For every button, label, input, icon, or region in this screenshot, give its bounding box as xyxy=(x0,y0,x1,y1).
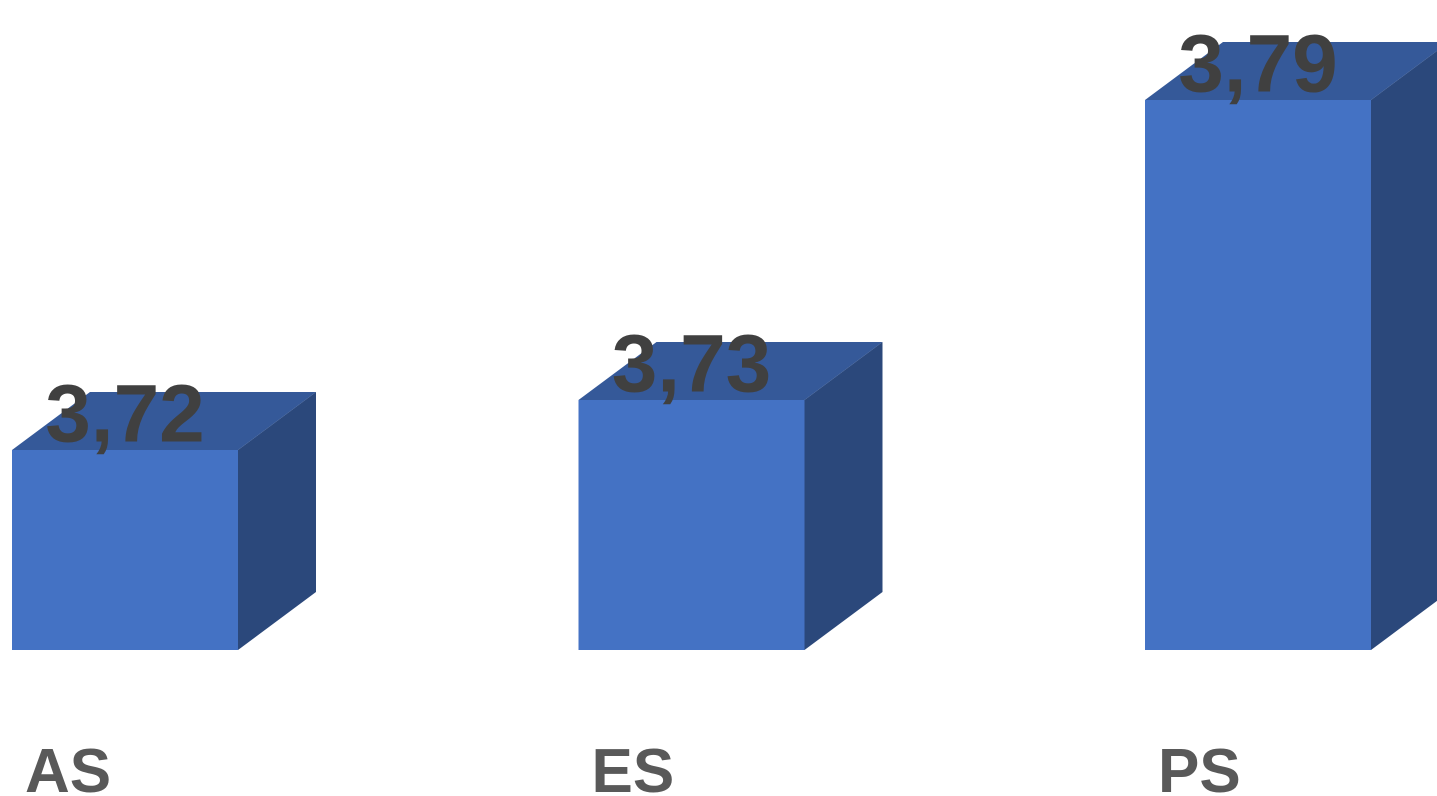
bar xyxy=(578,400,805,650)
x-tick-label: ES xyxy=(592,737,675,796)
x-tick-label: PS xyxy=(1158,737,1241,796)
bar-side xyxy=(1371,50,1437,650)
value-label: 3,79 xyxy=(1178,19,1338,110)
bar xyxy=(1145,100,1371,650)
bar-side xyxy=(238,392,316,650)
value-label: 3,72 xyxy=(45,369,205,460)
x-tick-label: AS xyxy=(25,737,111,796)
value-label: 3,73 xyxy=(612,319,772,410)
bar-top xyxy=(578,342,883,400)
bar-top xyxy=(1145,42,1437,100)
bar-top xyxy=(12,392,316,450)
bar xyxy=(12,450,238,650)
bar-side xyxy=(804,342,883,650)
